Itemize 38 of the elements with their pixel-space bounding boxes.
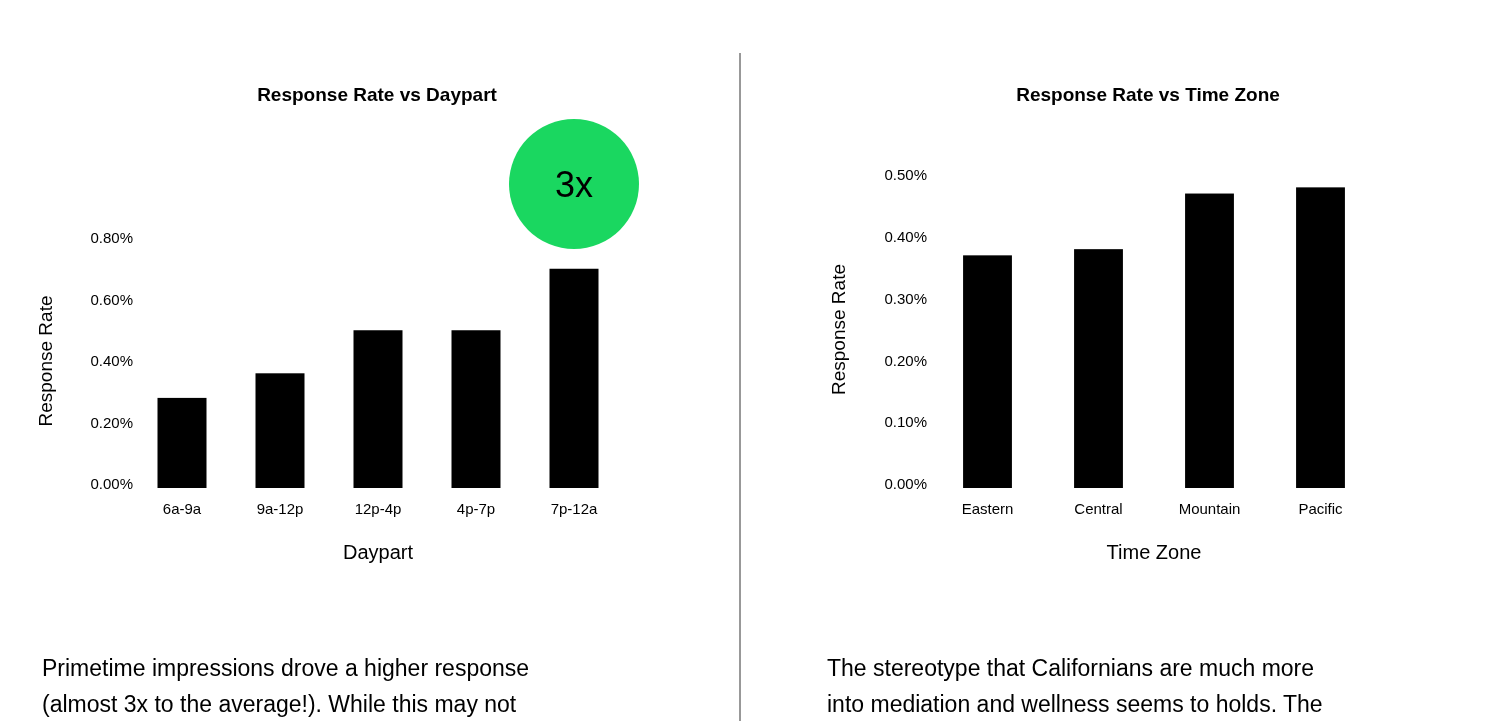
y-tick-label: 0.60% — [90, 290, 133, 308]
x-axis-title: Daypart — [342, 541, 414, 563]
bar — [1185, 193, 1234, 488]
bar — [549, 268, 599, 488]
x-tick-label: Mountain — [1178, 500, 1241, 517]
text: Primetime impressions drove a higher response (almost 3x to the average!). While this may not — [42, 655, 530, 717]
x-tick-label: 6a-9a — [162, 500, 202, 517]
bar — [1296, 187, 1345, 488]
bar — [255, 373, 305, 488]
x-tick-label: 12p-4p — [354, 500, 402, 517]
bar — [1074, 249, 1123, 488]
x-tick-label: 4p-7p — [456, 500, 496, 517]
chart-title: Response Rate vs Daypart — [257, 84, 498, 105]
x-tick-label: Central — [1074, 500, 1123, 517]
y-tick-label: 0.10% — [884, 413, 927, 431]
bar — [963, 255, 1012, 488]
y-tick-label: 0.00% — [884, 475, 927, 493]
text: The stereotype that Californians are much more into mediation and wellness seems to holds. The — [827, 655, 1323, 717]
bar — [353, 330, 403, 488]
y-axis-title: Response Rate — [827, 264, 849, 395]
y-tick-label: 0.40% — [90, 352, 133, 370]
y-tick-label: 0.20% — [90, 413, 133, 431]
y-tick-label: 0.00% — [90, 475, 133, 493]
x-tick-label: Eastern — [961, 500, 1014, 517]
x-axis-title: Time Zone — [1106, 541, 1202, 563]
y-tick-label: 0.80% — [90, 229, 133, 247]
y-tick-label: 0.20% — [884, 351, 927, 369]
bar — [157, 397, 207, 488]
y-axis-title: Response Rate — [34, 295, 56, 427]
y-tick-label: 0.40% — [884, 228, 927, 246]
x-tick-label: 9a-12p — [256, 500, 304, 517]
x-tick-label: 7p-12a — [550, 500, 598, 517]
y-tick-label: 0.50% — [884, 166, 927, 184]
text: 3x — [554, 163, 594, 205]
y-tick-label: 0.30% — [884, 289, 927, 307]
bar — [451, 330, 501, 488]
chart-title: Response Rate vs Time Zone — [1016, 84, 1280, 105]
x-tick-label: Pacific — [1298, 500, 1344, 517]
